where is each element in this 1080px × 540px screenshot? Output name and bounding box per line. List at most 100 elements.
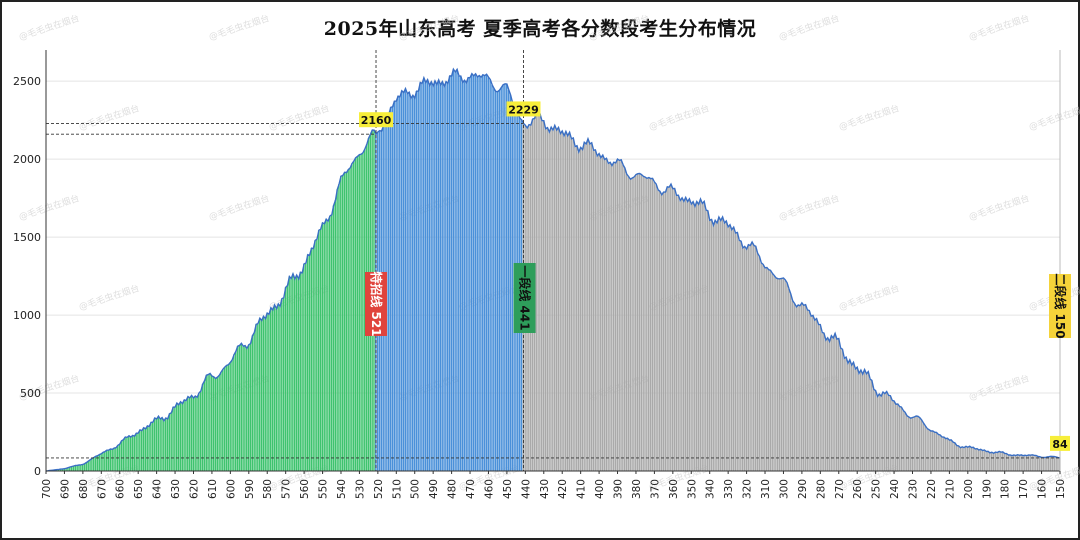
bar — [115, 447, 117, 471]
bar — [692, 201, 694, 471]
bar — [942, 437, 945, 471]
bar — [824, 340, 827, 471]
bar — [933, 432, 936, 471]
bar — [662, 192, 665, 471]
bar — [883, 393, 886, 471]
bar — [181, 403, 183, 471]
bar — [480, 77, 482, 471]
bar — [402, 92, 405, 471]
bar — [596, 155, 598, 472]
bar — [511, 101, 513, 471]
bar — [166, 418, 169, 471]
bar — [896, 403, 899, 471]
x-tick-label: 260 — [852, 479, 864, 499]
bar — [301, 272, 303, 471]
value-label-bg — [506, 101, 541, 117]
watermark-text: @毛毛虫在烟台 — [1027, 102, 1080, 133]
bar — [78, 465, 80, 471]
bar — [671, 188, 674, 471]
bar — [789, 293, 792, 471]
bar — [85, 462, 88, 471]
bar — [1024, 455, 1026, 471]
bar — [113, 448, 115, 471]
bar — [568, 132, 571, 471]
bar — [800, 302, 803, 471]
bar — [214, 378, 217, 471]
bar — [1046, 456, 1048, 471]
bar — [603, 159, 606, 471]
bar — [966, 447, 969, 471]
bar — [935, 432, 938, 471]
bar — [432, 86, 434, 471]
bar — [753, 245, 755, 471]
bar — [697, 204, 700, 472]
bar — [415, 91, 418, 471]
bar — [1007, 455, 1009, 471]
bar — [96, 455, 99, 471]
bar — [990, 452, 993, 471]
bar — [493, 88, 495, 472]
bar — [400, 90, 403, 472]
bar — [813, 320, 816, 471]
score-marker-label: 一段线 441 — [518, 265, 533, 330]
bar — [340, 176, 342, 471]
bar — [852, 362, 855, 471]
bar — [89, 459, 91, 471]
bar — [690, 204, 692, 471]
bar — [303, 263, 305, 471]
bar — [273, 304, 276, 471]
bar — [758, 256, 761, 471]
score-marker-label: 二段线 150 — [1053, 273, 1068, 338]
bar — [1055, 457, 1057, 471]
bar — [489, 79, 491, 471]
bar — [456, 69, 458, 471]
x-tick-label: 500 — [410, 479, 422, 499]
bar — [699, 198, 702, 471]
bar — [323, 223, 325, 471]
bar — [764, 267, 766, 471]
profile-line — [45, 67, 1061, 472]
bar — [660, 194, 663, 471]
bar — [607, 163, 609, 471]
bar — [797, 304, 799, 471]
bar — [146, 425, 148, 471]
bar — [719, 220, 722, 471]
bar — [740, 241, 742, 471]
y-tick-label: 1500 — [13, 231, 41, 244]
bar — [1053, 456, 1056, 471]
x-tick-label: 600 — [225, 479, 237, 499]
x-tick-label: 560 — [299, 479, 311, 499]
bar — [454, 71, 456, 471]
bar — [109, 449, 112, 471]
value-label: 2229 — [508, 103, 539, 116]
bar — [478, 75, 480, 472]
x-tick-label: 380 — [631, 479, 643, 499]
watermark-text: @毛毛虫在烟台 — [77, 102, 141, 133]
bar — [504, 83, 506, 471]
bar — [581, 149, 584, 472]
bar — [216, 377, 219, 471]
bar — [445, 81, 447, 471]
bar — [222, 369, 224, 471]
bar — [328, 216, 331, 471]
bar — [810, 316, 812, 471]
bar — [434, 80, 436, 472]
x-tick-label: 530 — [354, 479, 366, 499]
bar — [251, 335, 254, 471]
value-label-bg — [359, 112, 394, 128]
bar — [843, 358, 845, 471]
x-tick-label: 490 — [428, 479, 440, 499]
bar — [623, 167, 626, 471]
bar — [631, 177, 633, 471]
bar — [907, 416, 910, 471]
bar — [74, 465, 77, 471]
bar — [450, 75, 453, 471]
bar — [397, 96, 399, 472]
bar — [1051, 456, 1054, 471]
score-marker-label: 特招线 521 — [369, 271, 384, 336]
bar — [559, 133, 561, 471]
bar — [426, 79, 429, 471]
x-tick-label: 620 — [188, 479, 200, 499]
bar — [107, 450, 110, 471]
bar — [869, 379, 871, 471]
